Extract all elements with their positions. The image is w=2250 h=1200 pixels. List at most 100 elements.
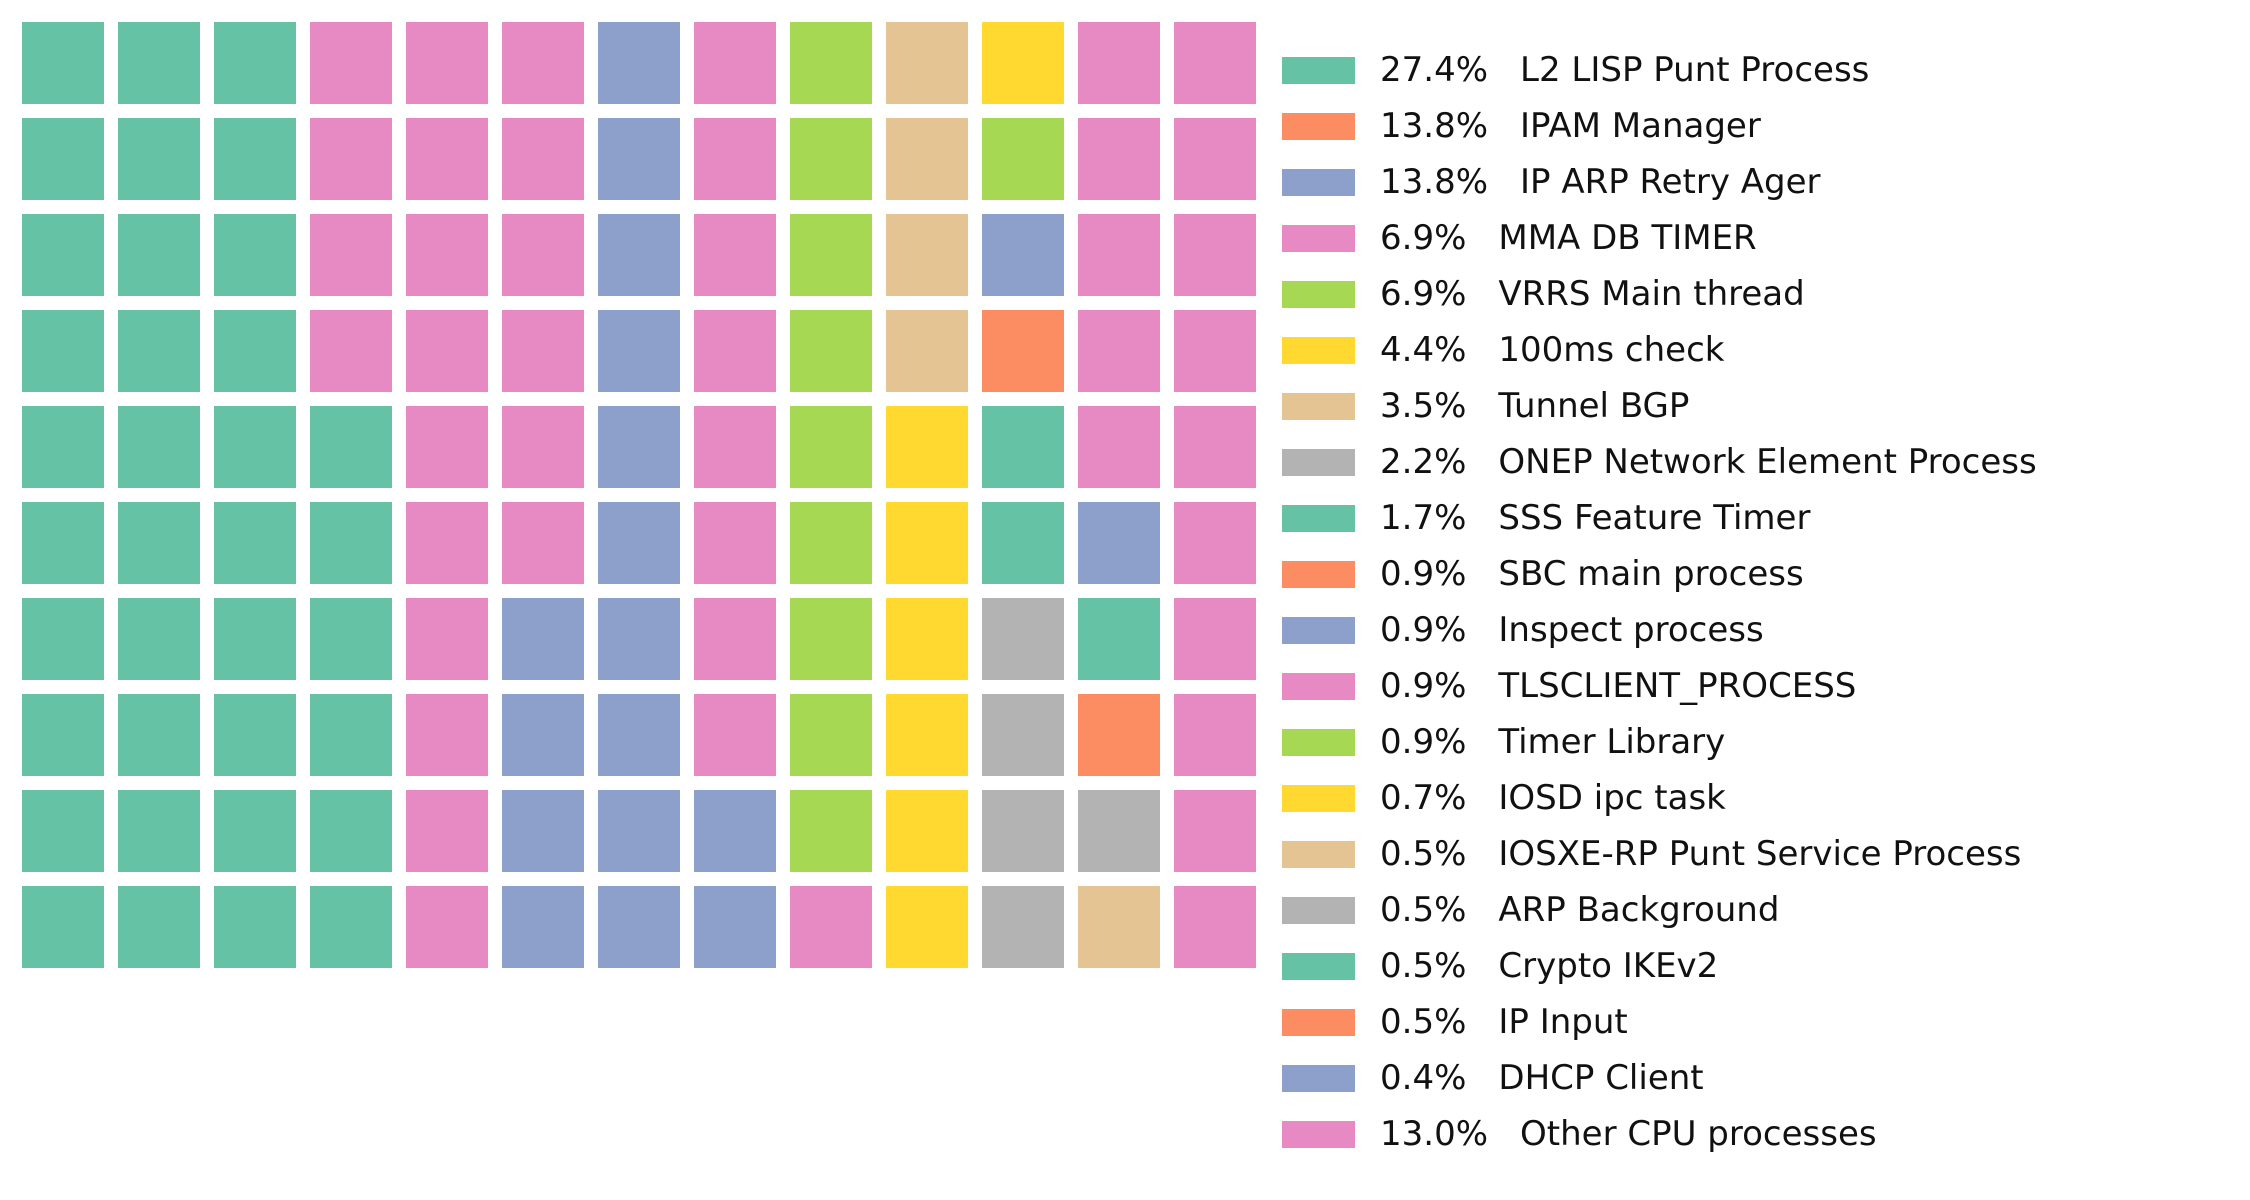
legend-percent: 0.9% (1380, 610, 1467, 650)
legend-label: IOSD ipc task (1498, 778, 1726, 818)
legend-swatch (1282, 672, 1355, 700)
waffle-cell (502, 406, 584, 488)
legend-item: 1.7% SSS Feature Timer (1282, 490, 2037, 546)
legend-swatch (1282, 448, 1355, 476)
waffle-cell (22, 310, 104, 392)
waffle-cell (502, 598, 584, 680)
waffle-cell (694, 118, 776, 200)
waffle-cell (310, 118, 392, 200)
legend-swatch (1282, 504, 1355, 532)
waffle-cell (22, 598, 104, 680)
legend-item: 0.5% Crypto IKEv2 (1282, 938, 2037, 994)
waffle-cell (886, 694, 968, 776)
waffle-cell (118, 310, 200, 392)
legend-percent: 0.5% (1380, 1002, 1467, 1042)
legend-percent: 3.5% (1380, 386, 1467, 426)
waffle-cell (406, 598, 488, 680)
waffle-cell (982, 406, 1064, 488)
legend-label: SSS Feature Timer (1498, 498, 1811, 538)
legend-swatch (1282, 1008, 1355, 1036)
waffle-cell (598, 502, 680, 584)
waffle-cell (1078, 694, 1160, 776)
waffle-cell (214, 694, 296, 776)
legend-swatch (1282, 840, 1355, 868)
waffle-cell (502, 694, 584, 776)
waffle-cell (1078, 406, 1160, 488)
waffle-cell (406, 790, 488, 872)
legend-percent: 13.8% (1380, 106, 1489, 146)
waffle-cell (310, 310, 392, 392)
waffle-cell (598, 790, 680, 872)
legend-item: 6.9% MMA DB TIMER (1282, 210, 2037, 266)
waffle-cell (790, 694, 872, 776)
legend-item: 0.7% IOSD ipc task (1282, 770, 2037, 826)
waffle-cell (118, 22, 200, 104)
waffle-cell (118, 598, 200, 680)
waffle-cell (886, 310, 968, 392)
waffle-cell (1078, 886, 1160, 968)
waffle-cell (310, 886, 392, 968)
legend-item: 0.5% IOSXE-RP Punt Service Process (1282, 826, 2037, 882)
waffle-cell (982, 214, 1064, 296)
waffle-cell (982, 790, 1064, 872)
waffle-cell (118, 406, 200, 488)
waffle-cell (22, 118, 104, 200)
legend-percent: 1.7% (1380, 498, 1467, 538)
waffle-cell (886, 214, 968, 296)
legend-label: Other CPU processes (1520, 1114, 1877, 1154)
legend-label: L2 LISP Punt Process (1520, 50, 1870, 90)
waffle-cell (118, 694, 200, 776)
legend-percent: 6.9% (1380, 218, 1467, 258)
waffle-cell (1174, 886, 1256, 968)
waffle-cell (598, 310, 680, 392)
legend-item: 2.2% ONEP Network Element Process (1282, 434, 2037, 490)
waffle-cell (118, 214, 200, 296)
waffle-cell (1078, 310, 1160, 392)
legend-item: 13.8% IP ARP Retry Ager (1282, 154, 2037, 210)
waffle-cell (1078, 22, 1160, 104)
legend-percent: 4.4% (1380, 330, 1467, 370)
legend-label: IOSXE-RP Punt Service Process (1498, 834, 2022, 874)
waffle-cell (406, 118, 488, 200)
waffle-cell (982, 22, 1064, 104)
legend-swatch (1282, 560, 1355, 588)
waffle-cell (22, 694, 104, 776)
legend-item: 0.9% TLSCLIENT_PROCESS (1282, 658, 2037, 714)
waffle-cell (22, 886, 104, 968)
waffle-cell (406, 214, 488, 296)
waffle-chart (22, 22, 1256, 968)
waffle-cell (310, 790, 392, 872)
waffle-cell (694, 502, 776, 584)
waffle-cell (1174, 118, 1256, 200)
legend-percent: 13.8% (1380, 162, 1489, 202)
waffle-cell (502, 502, 584, 584)
legend-swatch (1282, 728, 1355, 756)
waffle-cell (22, 790, 104, 872)
waffle-cell (598, 694, 680, 776)
waffle-cell (790, 886, 872, 968)
legend-percent: 0.5% (1380, 834, 1467, 874)
waffle-cell (310, 502, 392, 584)
waffle-cell (1174, 406, 1256, 488)
legend-swatch (1282, 392, 1355, 420)
waffle-cell (1174, 214, 1256, 296)
legend-percent: 6.9% (1380, 274, 1467, 314)
legend-label: IP Input (1498, 1002, 1628, 1042)
waffle-cell (310, 694, 392, 776)
legend-item: 0.5% ARP Background (1282, 882, 2037, 938)
waffle-cell (982, 886, 1064, 968)
waffle-cell (22, 22, 104, 104)
waffle-cell (1174, 22, 1256, 104)
waffle-cell (1174, 790, 1256, 872)
waffle-cell (1078, 502, 1160, 584)
legend-item: 0.9% SBC main process (1282, 546, 2037, 602)
waffle-cell (1078, 214, 1160, 296)
legend-percent: 0.7% (1380, 778, 1467, 818)
legend-percent: 2.2% (1380, 442, 1467, 482)
waffle-cell (310, 214, 392, 296)
legend-swatch (1282, 1120, 1355, 1148)
legend-label: TLSCLIENT_PROCESS (1498, 666, 1857, 706)
waffle-cell (790, 118, 872, 200)
legend-swatch (1282, 896, 1355, 924)
waffle-cell (694, 310, 776, 392)
